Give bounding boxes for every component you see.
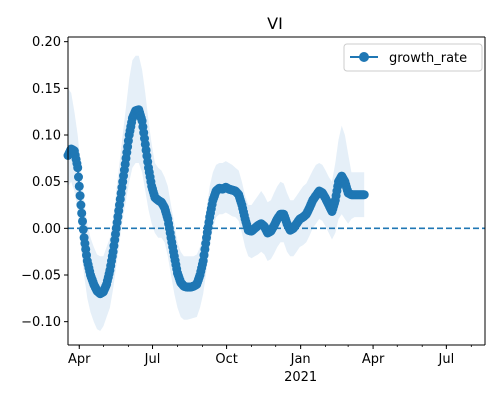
- y-tick-label: 0.10: [32, 129, 61, 144]
- data-point: [74, 181, 84, 191]
- legend-box: [343, 43, 483, 72]
- legend: growth_rate: [343, 43, 483, 72]
- x-tick-label: Jan: [290, 352, 311, 367]
- y-tick-label: 0.05: [32, 175, 61, 190]
- data-point: [77, 208, 87, 218]
- x-tick-label: Jul: [144, 352, 161, 367]
- data-point: [78, 225, 88, 234]
- data-point: [359, 190, 369, 200]
- x-tick-label: Oct: [215, 352, 237, 367]
- x-tick-label: Jul: [438, 352, 455, 367]
- chart-title: VI: [267, 14, 283, 33]
- plot-area: [63, 55, 485, 331]
- y-tick-label: 0.15: [32, 82, 61, 97]
- data-point: [78, 216, 87, 226]
- data-point: [73, 163, 83, 173]
- x-tick-label: Apr: [362, 352, 385, 367]
- y-tick-label: 0.20: [32, 35, 61, 50]
- y-tick-label: −0.10: [21, 315, 61, 330]
- y-tick-label: −0.05: [21, 269, 61, 284]
- data-point: [74, 172, 83, 182]
- data-point: [76, 200, 86, 210]
- legend-label: growth_rate: [389, 51, 467, 66]
- x-year-label: 2021: [284, 370, 317, 385]
- x-tick-label: Apr: [68, 352, 91, 367]
- y-tick-label: 0.00: [32, 222, 61, 237]
- data-point: [75, 191, 85, 201]
- legend-marker-swatch: [359, 52, 369, 62]
- axes: 0.20 0.15 0.10 0.05 0.00 −0.05 −0.10 Apr Jul Oct J…: [21, 35, 486, 385]
